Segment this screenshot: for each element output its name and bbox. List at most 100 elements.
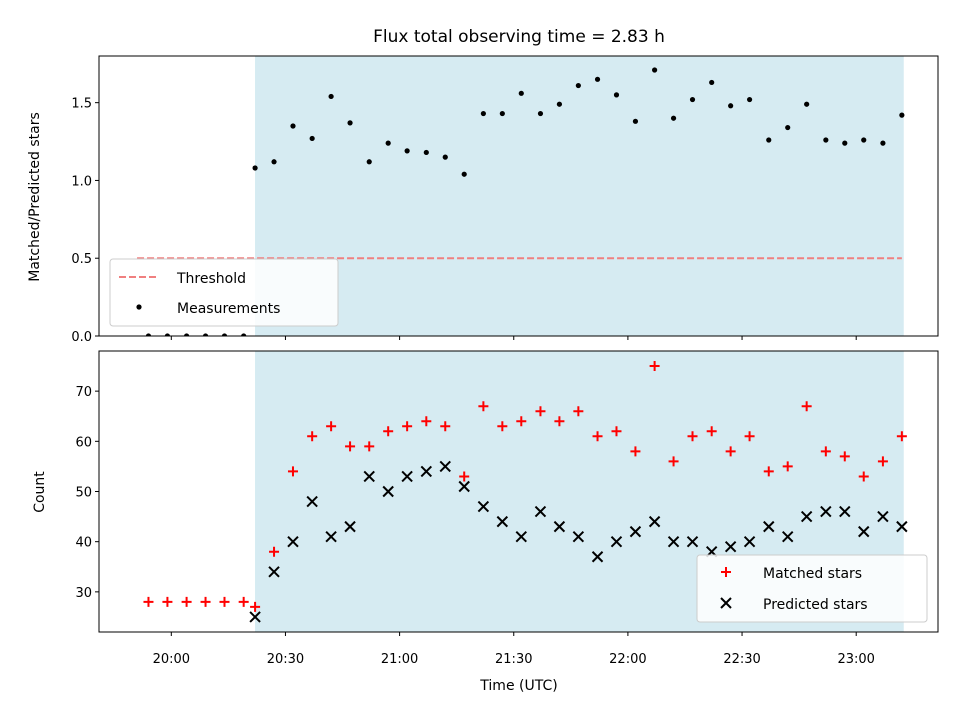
top-legend: Threshold Measurements bbox=[109, 258, 339, 327]
top-legend-box bbox=[109, 258, 339, 327]
bottom-series-1-point-29 bbox=[800, 510, 813, 523]
top-series-0-point-35 bbox=[804, 101, 810, 107]
bottom-series-1-point-12 bbox=[477, 500, 490, 513]
bottom-series-0-point-18 bbox=[478, 401, 489, 412]
bottom-series-0-point-25 bbox=[611, 426, 622, 437]
x-tick-label-3: 21:30 bbox=[495, 652, 532, 667]
bottom-series-0-point-38 bbox=[858, 471, 869, 482]
bottom-series-0-point-34 bbox=[782, 461, 793, 472]
bottom-series-1-point-6 bbox=[363, 470, 375, 483]
top-series-0-point-9 bbox=[309, 135, 315, 142]
top-frame bbox=[98, 55, 939, 337]
bottom-series-1-point-10 bbox=[439, 460, 451, 473]
bottom-series-0-point-27 bbox=[649, 361, 660, 372]
bottom-series-0-point-12 bbox=[364, 441, 375, 452]
bottom-series-1-point-22 bbox=[667, 535, 680, 548]
bottom-series-1-point-14 bbox=[515, 530, 527, 543]
legend-matched-label: Matched stars bbox=[763, 566, 862, 582]
bottom-series-0-point-39 bbox=[877, 456, 888, 467]
x-tick-label-1: 20:30 bbox=[267, 652, 304, 667]
bottom-series-0-point-35 bbox=[801, 401, 812, 412]
legend-predicted-label: Predicted stars bbox=[763, 597, 868, 613]
bottom-series-1-point-26 bbox=[743, 535, 756, 548]
bottom-series-0-point-36 bbox=[820, 446, 831, 457]
top-y-axis-label: Matched/Predicted stars bbox=[27, 112, 43, 282]
bottom-series-0-point-31 bbox=[725, 446, 736, 457]
top-series-0-point-30 bbox=[709, 79, 715, 86]
bottom-series-1-point-7 bbox=[382, 485, 394, 498]
bottom-series-0-point-0 bbox=[143, 596, 154, 607]
bottom-series-0-point-3 bbox=[200, 596, 211, 607]
bottom-series-1-point-11 bbox=[458, 480, 470, 493]
legend-measurements-swatch bbox=[136, 304, 142, 310]
top-y-tick-label-1: 0.5 bbox=[71, 252, 92, 267]
bottom-y-tick-label-1: 40 bbox=[75, 536, 92, 551]
top-y-tick-label-3: 1.5 bbox=[71, 97, 92, 112]
bottom-series-0-point-4 bbox=[219, 596, 230, 607]
x-tick-label-5: 22:30 bbox=[723, 652, 760, 667]
bottom-series-0-point-8 bbox=[287, 466, 298, 477]
top-plot-area bbox=[137, 67, 905, 336]
bottom-series-0-point-32 bbox=[744, 431, 755, 442]
bottom-y-tick-label-2: 50 bbox=[75, 486, 92, 501]
top-series-0-point-12 bbox=[366, 159, 372, 165]
bottom-series-0-point-29 bbox=[687, 431, 698, 442]
bottom-series-0-point-13 bbox=[383, 426, 394, 437]
x-tick-label-4: 22:00 bbox=[609, 652, 646, 667]
bottom-series-1-point-25 bbox=[724, 540, 737, 553]
top-series-0-point-24 bbox=[594, 76, 601, 82]
top-series-0-point-0 bbox=[145, 333, 152, 336]
top-series-0-point-8 bbox=[290, 123, 296, 129]
bottom-series-0-point-14 bbox=[402, 421, 413, 432]
bottom-series-0-point-20 bbox=[516, 416, 527, 427]
top-series-0-point-7 bbox=[271, 159, 277, 165]
bottom-series-0-point-30 bbox=[706, 426, 717, 437]
bottom-series-1-point-9 bbox=[420, 465, 433, 478]
top-series-0-point-31 bbox=[728, 103, 734, 109]
bottom-series-1-point-16 bbox=[553, 520, 566, 533]
bottom-y-axis-label: Count bbox=[32, 471, 48, 513]
top-series-0-point-18 bbox=[480, 110, 486, 117]
top-series-0-point-13 bbox=[385, 140, 391, 146]
top-y-tick-label-2: 1.0 bbox=[71, 174, 92, 189]
bottom-series-0-point-33 bbox=[763, 466, 774, 477]
bottom-series-1-point-0 bbox=[249, 611, 261, 623]
bottom-y-tick-label-4: 70 bbox=[75, 385, 92, 400]
bottom-series-0-point-28 bbox=[668, 456, 679, 467]
bottom-series-1-point-18 bbox=[591, 551, 604, 563]
bottom-series-0-point-10 bbox=[326, 421, 337, 432]
legend-threshold-label: Threshold bbox=[176, 271, 246, 287]
top-series-0-point-26 bbox=[632, 118, 639, 124]
bottom-series-1-point-1 bbox=[268, 566, 280, 578]
top-series-0-point-37 bbox=[842, 140, 848, 146]
top-observing-span bbox=[255, 56, 904, 336]
top-series-0-point-40 bbox=[899, 112, 905, 118]
top-panel: 0.0 0.5 1.0 1.5 Threshold Measurements bbox=[71, 55, 939, 345]
top-series-0-point-39 bbox=[880, 140, 886, 146]
chart-title: Flux total observing time = 2.83 h bbox=[373, 27, 665, 47]
top-series-0-point-28 bbox=[670, 115, 677, 121]
bottom-series-0-point-11 bbox=[345, 441, 356, 452]
top-series-0-point-15 bbox=[423, 149, 429, 156]
top-series-0-point-5 bbox=[241, 333, 247, 336]
bottom-series-0-point-9 bbox=[307, 431, 318, 442]
top-series-0-point-21 bbox=[537, 110, 544, 117]
top-series-0-point-19 bbox=[499, 110, 505, 117]
x-tick-label-2: 21:00 bbox=[381, 652, 418, 667]
top-series-0-point-3 bbox=[202, 333, 209, 336]
x-tick-label-0: 20:00 bbox=[153, 652, 190, 667]
top-series-0-point-34 bbox=[785, 124, 791, 131]
top-series-0-point-1 bbox=[164, 333, 171, 336]
top-series-0-point-17 bbox=[461, 171, 467, 177]
top-series-0-point-36 bbox=[823, 137, 829, 143]
bottom-series-1-point-31 bbox=[839, 505, 851, 518]
bottom-series-1-point-2 bbox=[287, 535, 299, 548]
bottom-series-0-point-24 bbox=[592, 431, 603, 442]
bottom-series-1-point-20 bbox=[629, 525, 642, 538]
bottom-series-1-point-23 bbox=[686, 535, 699, 548]
bottom-series-1-point-34 bbox=[896, 520, 908, 533]
bottom-series-1-point-15 bbox=[534, 505, 547, 518]
bottom-series-1-point-33 bbox=[877, 510, 889, 523]
top-series-0-point-22 bbox=[556, 101, 563, 107]
